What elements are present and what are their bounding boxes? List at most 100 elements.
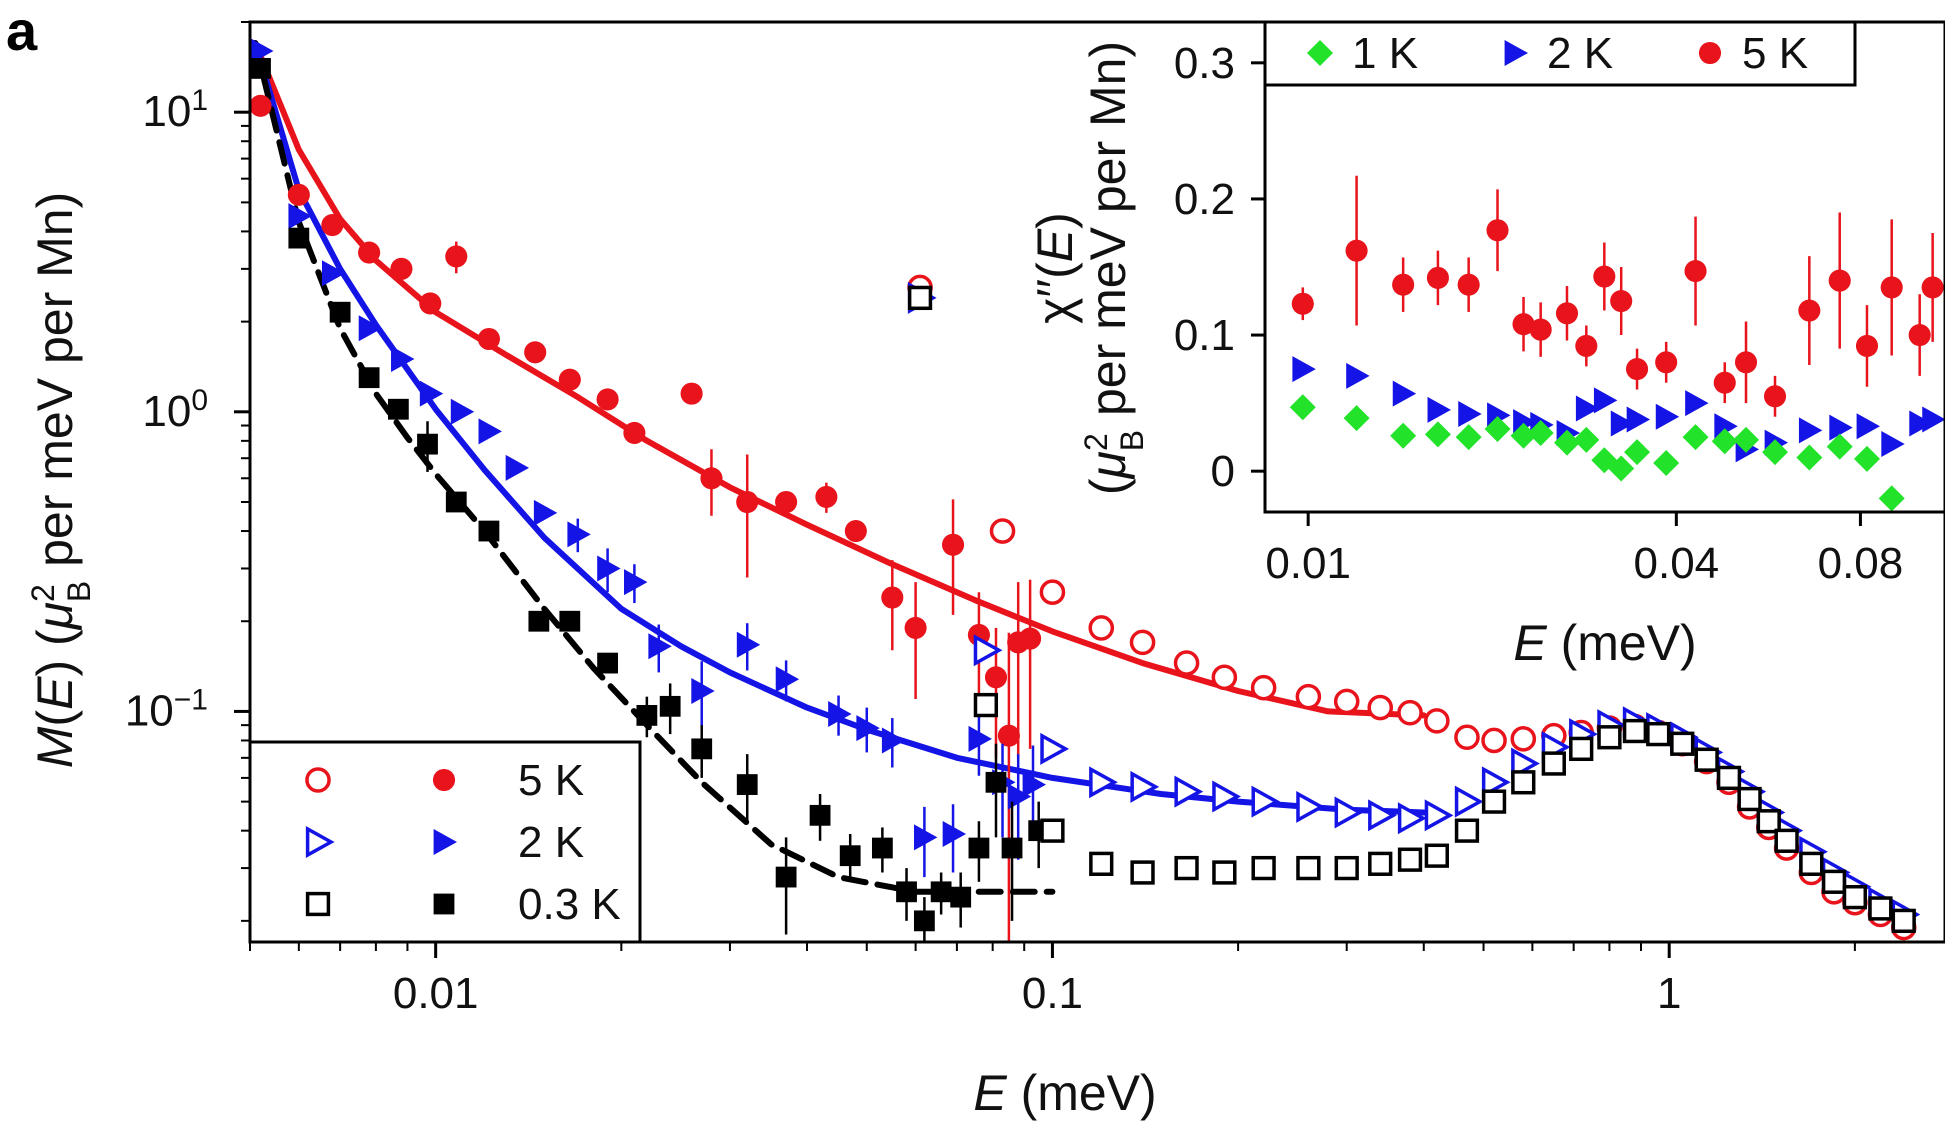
inset-legend-box [1263,20,1857,87]
data-point [1481,789,1507,814]
data-point [250,38,274,65]
data-point [1694,747,1719,772]
inset-chart: 0.01 0.04 0.08 0 0.1 0.2 0.3 E (meV) χ′′(E) (… [1027,20,1945,671]
data-point [1424,799,1454,832]
data-point [1454,785,1484,818]
data-point [904,616,927,639]
main-plot-frame [248,20,1945,944]
inset-x-tick-label: 0.01 [1265,539,1351,588]
data-point [1626,358,1649,381]
data-point [1007,783,1032,810]
data-point [989,518,1016,544]
data-point [1457,273,1480,296]
data-point [1211,664,1238,691]
data-point [1711,428,1738,455]
data-point [1921,276,1944,299]
inset-y-axis: 0 0.1 0.2 0.3 [1174,39,1265,496]
data-point [1713,371,1736,394]
data-point [941,533,965,556]
data-point [505,454,530,481]
legend-marker-open [305,767,331,793]
inset-x-axis-title: E (meV) [1513,615,1696,671]
data-point [1855,334,1879,357]
data-point [968,837,990,859]
data-point [1212,780,1241,813]
data-point [1089,851,1114,876]
data-point [997,724,1020,747]
data-point [1608,455,1635,482]
data-point [528,610,550,632]
data-point [250,94,272,117]
data-point [1291,292,1314,315]
data-point [973,692,999,718]
data-point [1454,724,1480,751]
data-point [1251,785,1281,818]
data-point [913,824,938,851]
data-point [1455,424,1482,451]
data-point [775,490,798,514]
data-point [1484,415,1511,442]
data-point [1424,843,1449,868]
panel-label: a [6,0,38,62]
data-point [1685,390,1709,417]
data-point [1397,802,1427,835]
data-point [1575,395,1600,422]
main-y-axis-title: M(E) (μ2B per meV per Mn) [25,192,97,768]
data-point [1454,818,1480,843]
data-point [417,433,438,455]
data-point [597,555,621,582]
data-point [1655,351,1678,374]
data-point [1251,855,1276,881]
data-point [1909,410,1933,437]
series-0-3-k-open [907,285,1916,934]
data-point [1427,396,1451,423]
data-point [1878,485,1905,512]
data-point [1458,401,1482,427]
main-legend: 5 K 2 K 0.3 K [248,740,642,944]
data-point [1392,273,1415,296]
data-point [1481,727,1507,754]
inset-legend-marker [1307,40,1333,66]
data-point [358,367,380,389]
legend-marker-open [305,891,331,917]
data-point [950,886,972,908]
data-point [1022,771,1046,798]
series-line-5-k-fit [252,40,1427,719]
series-line-0-3-k-fit [252,40,1056,895]
data-point [973,634,1003,667]
data-point [1821,869,1847,894]
data-point [775,666,800,693]
data-point [1737,786,1762,812]
inset-legend: 1 K 2 K 5 K [1263,20,1857,87]
data-point [1553,429,1580,456]
data-point [1868,896,1893,921]
data-point [1853,445,1880,472]
data-point [1891,908,1916,934]
data-point [288,203,312,230]
data-point [1655,403,1680,430]
data-point [839,845,861,867]
data-point [321,260,346,287]
data-point [1716,765,1742,791]
data-point [1397,699,1423,726]
data-point [1610,289,1633,313]
data-point [533,499,558,526]
data-point [844,519,867,543]
data-point [1763,385,1787,408]
data-point [1129,629,1156,656]
y-tick-label: 10−1 [125,683,208,736]
series-0-3-k-filled [250,58,1050,942]
legend-label: 0.3 K [518,880,621,929]
data-point [881,727,906,754]
data-point [700,467,723,490]
data-point [1714,413,1738,440]
data-point [1333,688,1360,715]
inset-series-layer [1289,175,1945,512]
data-point [1593,265,1616,288]
data-point [648,633,672,660]
data-point [1880,276,1903,299]
series-line-2-k-fit [252,40,1427,816]
inset-legend-label: 5 K [1742,29,1808,78]
data-point [1541,751,1566,776]
data-point [1289,394,1316,421]
